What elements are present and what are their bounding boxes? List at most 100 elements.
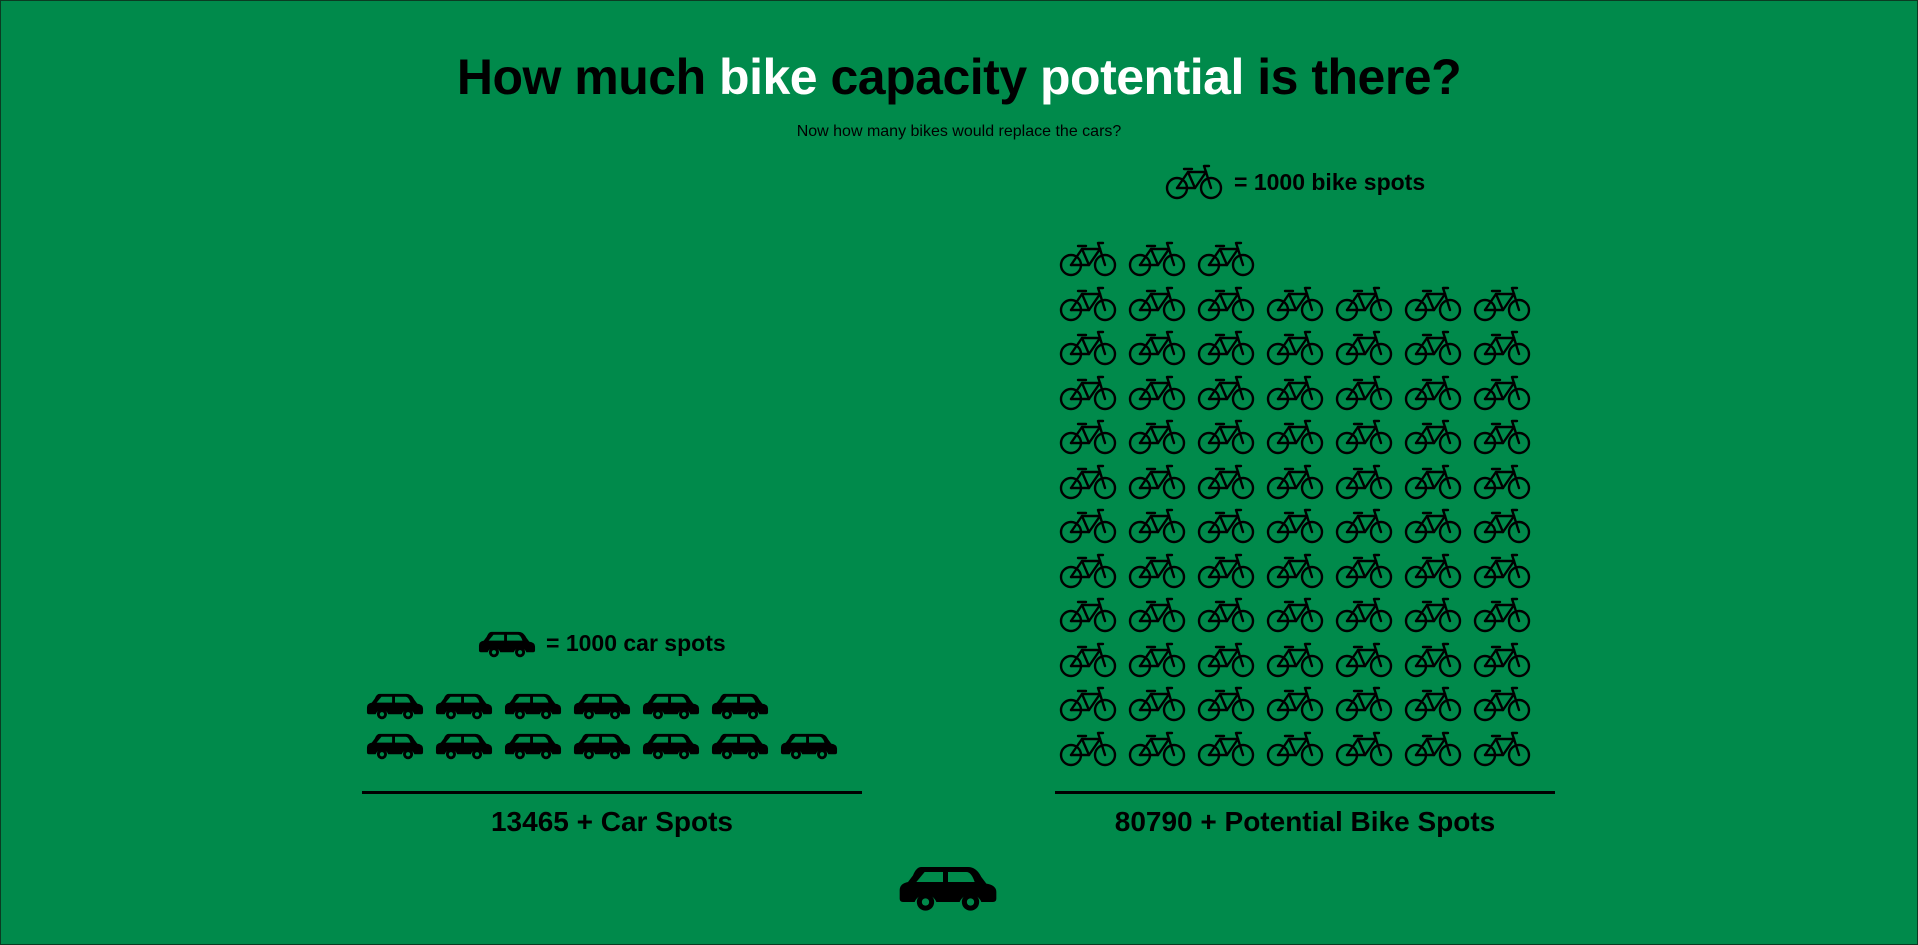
bike-icon [1334,375,1394,411]
bike-icon [1472,419,1532,455]
bike-icon [1265,642,1325,678]
bike-icon [1403,419,1463,455]
bike-icon [1334,597,1394,633]
bike-icon [1403,553,1463,589]
bike-icon [1196,508,1256,544]
bike-icon [1265,375,1325,411]
bike-icon [1196,464,1256,500]
bike-icon [1196,642,1256,678]
bike-icon [1127,597,1187,633]
bike-icon [1127,553,1187,589]
bike-icon [1334,553,1394,589]
car-icon [366,731,424,760]
pictogram-row [1058,464,1541,509]
bike-icon [1127,686,1187,722]
car-icon [435,731,493,760]
bike-icon [1334,508,1394,544]
car-legend-label: = 1000 car spots [546,630,726,656]
bike-icon [1403,330,1463,366]
bike-icon [1403,597,1463,633]
bike-icon [1334,286,1394,322]
bike-icon [1472,375,1532,411]
bike-icon [1058,419,1118,455]
bike-legend: = 1000 bike spots [1164,164,1425,200]
bike-icon [1196,286,1256,322]
bike-icon [1265,508,1325,544]
car-icon [898,862,998,912]
bike-icon [1058,286,1118,322]
car-icon [642,731,700,760]
bike-icon [1164,164,1224,200]
bike-icon [1472,508,1532,544]
bike-icon [1265,419,1325,455]
bike-legend-label: = 1000 bike spots [1234,168,1426,195]
car-pictogram-grid [366,691,849,771]
bike-total-label: 80790 + Potential Bike Spots [1114,806,1496,837]
bike-icon [1058,642,1118,678]
bike-icon [1058,731,1118,767]
car-icon [711,731,769,760]
bike-icon [1127,642,1187,678]
car-icon [478,629,536,658]
car-icon [366,691,424,720]
bike-icon [1472,286,1532,322]
bike-icon [1403,731,1463,767]
pictogram-row [1058,241,1541,286]
bike-icon [1127,464,1187,500]
bike-icon [1472,464,1532,500]
bike-icon [1127,330,1187,366]
page-subtitle: Now how many bikes would replace the car… [796,123,1122,140]
bike-icon [1058,686,1118,722]
bike-icon [1058,464,1118,500]
bike-icon [1058,508,1118,544]
bike-icon [1127,241,1187,277]
bike-icon [1196,686,1256,722]
car-icon [504,731,562,760]
pictogram-row [1058,508,1541,553]
bike-icon [1265,731,1325,767]
bike-icon [1334,330,1394,366]
car-icon [780,731,838,760]
bike-icon [1472,686,1532,722]
bike-icon [1196,375,1256,411]
pictogram-row [366,731,849,771]
bike-icon [1265,686,1325,722]
bike-icon [1334,686,1394,722]
bike-icon [1403,286,1463,322]
car-baseline [362,791,862,794]
bike-icon [1058,241,1118,277]
pictogram-row [1058,597,1541,642]
bike-icon [1334,464,1394,500]
bike-icon [1127,508,1187,544]
car-icon [435,691,493,720]
bike-icon [1265,286,1325,322]
title-part-3: is there? [1243,49,1462,105]
bike-icon [1403,508,1463,544]
bike-icon [1334,642,1394,678]
car-total-label: 13465 + Car Spots [490,806,734,837]
bike-icon [1127,419,1187,455]
pictogram-row [1058,553,1541,598]
bike-icon [1403,686,1463,722]
car-icon [642,691,700,720]
bike-baseline [1055,791,1555,794]
bike-icon [1472,553,1532,589]
bike-icon [1403,642,1463,678]
bike-icon [1127,731,1187,767]
bike-icon [1196,241,1256,277]
car-icon [573,691,631,720]
pictogram-row [1058,686,1541,731]
bike-icon [1196,731,1256,767]
bike-icon [1058,375,1118,411]
bike-icon [1472,642,1532,678]
bike-pictogram-grid [1058,241,1541,775]
car-icon [573,731,631,760]
bike-icon [1403,464,1463,500]
bike-icon [1196,597,1256,633]
pictogram-row [1058,330,1541,375]
bike-icon [1196,330,1256,366]
bike-icon [1472,330,1532,366]
bike-icon [1472,731,1532,767]
title-part-2: capacity [817,49,1041,105]
bike-icon [1265,464,1325,500]
